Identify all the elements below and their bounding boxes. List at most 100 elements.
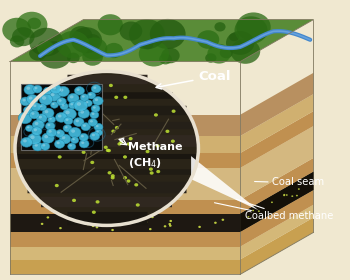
Circle shape — [81, 38, 107, 60]
Circle shape — [43, 87, 52, 95]
Circle shape — [159, 54, 172, 64]
Circle shape — [47, 124, 50, 126]
Circle shape — [84, 34, 101, 48]
Circle shape — [127, 142, 131, 146]
Bar — [10, 136, 240, 153]
Circle shape — [171, 139, 175, 143]
Circle shape — [68, 93, 79, 103]
Circle shape — [82, 220, 84, 222]
Bar — [10, 168, 240, 200]
Circle shape — [87, 92, 96, 99]
Circle shape — [33, 142, 43, 151]
Circle shape — [37, 41, 54, 55]
Circle shape — [16, 12, 47, 38]
Circle shape — [69, 144, 72, 147]
Circle shape — [47, 216, 49, 219]
Circle shape — [29, 111, 39, 119]
Circle shape — [59, 227, 62, 229]
Circle shape — [222, 219, 224, 221]
Circle shape — [145, 221, 147, 223]
Bar — [10, 200, 240, 214]
Circle shape — [94, 123, 103, 131]
Bar — [21, 85, 102, 150]
Circle shape — [31, 103, 41, 111]
Circle shape — [207, 44, 231, 64]
Circle shape — [42, 96, 46, 100]
Circle shape — [123, 176, 127, 179]
Circle shape — [258, 210, 260, 212]
Circle shape — [74, 100, 88, 111]
Circle shape — [81, 123, 91, 131]
Circle shape — [45, 89, 48, 91]
Circle shape — [42, 108, 54, 118]
Circle shape — [25, 108, 28, 110]
Circle shape — [69, 102, 77, 109]
Circle shape — [80, 111, 84, 114]
Circle shape — [247, 216, 250, 218]
Bar — [10, 260, 240, 274]
Circle shape — [169, 225, 171, 227]
Circle shape — [22, 99, 26, 102]
Circle shape — [107, 171, 112, 174]
Circle shape — [89, 93, 92, 95]
Circle shape — [27, 95, 38, 104]
Circle shape — [38, 104, 46, 111]
Circle shape — [96, 131, 99, 133]
Circle shape — [129, 19, 165, 49]
Circle shape — [283, 195, 285, 196]
Circle shape — [82, 48, 103, 66]
Polygon shape — [240, 190, 314, 247]
Circle shape — [55, 130, 64, 137]
Circle shape — [29, 28, 63, 56]
Circle shape — [91, 85, 101, 93]
Circle shape — [146, 150, 149, 153]
Circle shape — [93, 106, 96, 109]
Text: Coal seam: Coal seam — [272, 177, 324, 187]
Circle shape — [115, 126, 119, 129]
Circle shape — [62, 104, 64, 106]
Circle shape — [95, 129, 103, 136]
Circle shape — [215, 22, 226, 32]
Circle shape — [55, 140, 65, 148]
Circle shape — [92, 218, 94, 220]
Text: Coal: Coal — [156, 70, 231, 89]
Circle shape — [57, 86, 69, 97]
Circle shape — [33, 85, 42, 93]
Circle shape — [20, 97, 31, 106]
Circle shape — [42, 144, 46, 146]
Circle shape — [81, 135, 84, 137]
Circle shape — [164, 225, 166, 227]
Bar — [10, 247, 240, 260]
Circle shape — [80, 94, 89, 101]
Circle shape — [65, 126, 68, 129]
Text: (CH$_4$): (CH$_4$) — [128, 156, 162, 170]
Circle shape — [231, 39, 260, 64]
Circle shape — [35, 122, 38, 125]
Circle shape — [51, 93, 55, 96]
Circle shape — [205, 53, 217, 63]
Circle shape — [166, 130, 169, 133]
Circle shape — [86, 223, 89, 225]
Circle shape — [23, 106, 33, 114]
Circle shape — [109, 215, 111, 218]
Polygon shape — [240, 126, 314, 200]
Circle shape — [150, 19, 186, 49]
Circle shape — [226, 31, 254, 55]
Polygon shape — [240, 205, 314, 260]
Text: Coalbed methane: Coalbed methane — [245, 211, 334, 221]
Circle shape — [60, 103, 68, 110]
Circle shape — [21, 115, 25, 118]
Circle shape — [105, 43, 123, 58]
Circle shape — [52, 86, 56, 89]
Circle shape — [109, 84, 113, 87]
Circle shape — [65, 111, 70, 114]
Circle shape — [96, 200, 99, 204]
Circle shape — [298, 188, 300, 190]
Circle shape — [90, 132, 100, 140]
Circle shape — [154, 113, 158, 116]
Circle shape — [234, 16, 267, 44]
Circle shape — [58, 99, 62, 102]
Circle shape — [129, 137, 133, 140]
Circle shape — [96, 125, 99, 127]
Circle shape — [71, 137, 79, 143]
